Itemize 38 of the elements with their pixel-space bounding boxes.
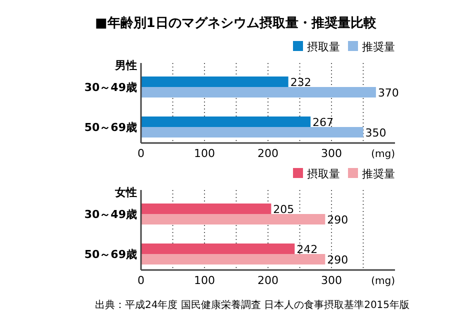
- data-label: 242: [296, 242, 318, 256]
- data-label: 290: [327, 253, 348, 266]
- x-tick-label: 300: [321, 274, 342, 287]
- y-tick-label: 50～69歳: [84, 121, 137, 134]
- y-axis-title: 女性: [114, 186, 137, 199]
- x-tick-label: 100: [194, 147, 215, 160]
- x-tick-label: 200: [258, 274, 278, 287]
- bar: [141, 214, 326, 224]
- y-axis-title: 男性: [114, 59, 137, 72]
- legend-label: 推奨量: [362, 40, 395, 54]
- x-tick-label: 0: [138, 147, 144, 160]
- bar: [141, 127, 364, 138]
- x-tick-label: 100: [194, 274, 215, 287]
- x-tick-label: 200: [258, 147, 278, 160]
- bar: [141, 87, 376, 98]
- chart-title: ■年齢別1日のマグネシウム摂取量・推奨量比較: [95, 15, 378, 31]
- bar: [141, 76, 288, 87]
- bar: [141, 244, 295, 254]
- data-label: 290: [327, 213, 348, 226]
- bar: [141, 254, 326, 264]
- y-tick-label: 50～69歳: [84, 248, 137, 261]
- data-label: 350: [365, 126, 386, 140]
- x-axis-title: (mg): [371, 276, 396, 287]
- legend-label: 推奨量: [362, 168, 395, 180]
- y-tick-label: 30～49歳: [84, 81, 137, 94]
- bar: [141, 116, 311, 127]
- legend-label: 摂取量: [307, 40, 340, 54]
- data-label: 205: [273, 202, 294, 216]
- data-label: 370: [378, 86, 399, 100]
- y-tick-label: 30～49歳: [84, 208, 137, 221]
- legend-label: 摂取量: [307, 168, 340, 180]
- x-tick-label: 0: [138, 274, 144, 287]
- data-label: 267: [312, 116, 334, 129]
- data-label: 232: [290, 76, 312, 89]
- x-tick-label: 300: [321, 147, 342, 160]
- x-axis-title: (mg): [371, 149, 396, 160]
- source-note: 出典：平成24年度 国民健康栄養調査 日本人の食事摂取基準2015年版: [95, 299, 410, 311]
- bar: [141, 204, 272, 214]
